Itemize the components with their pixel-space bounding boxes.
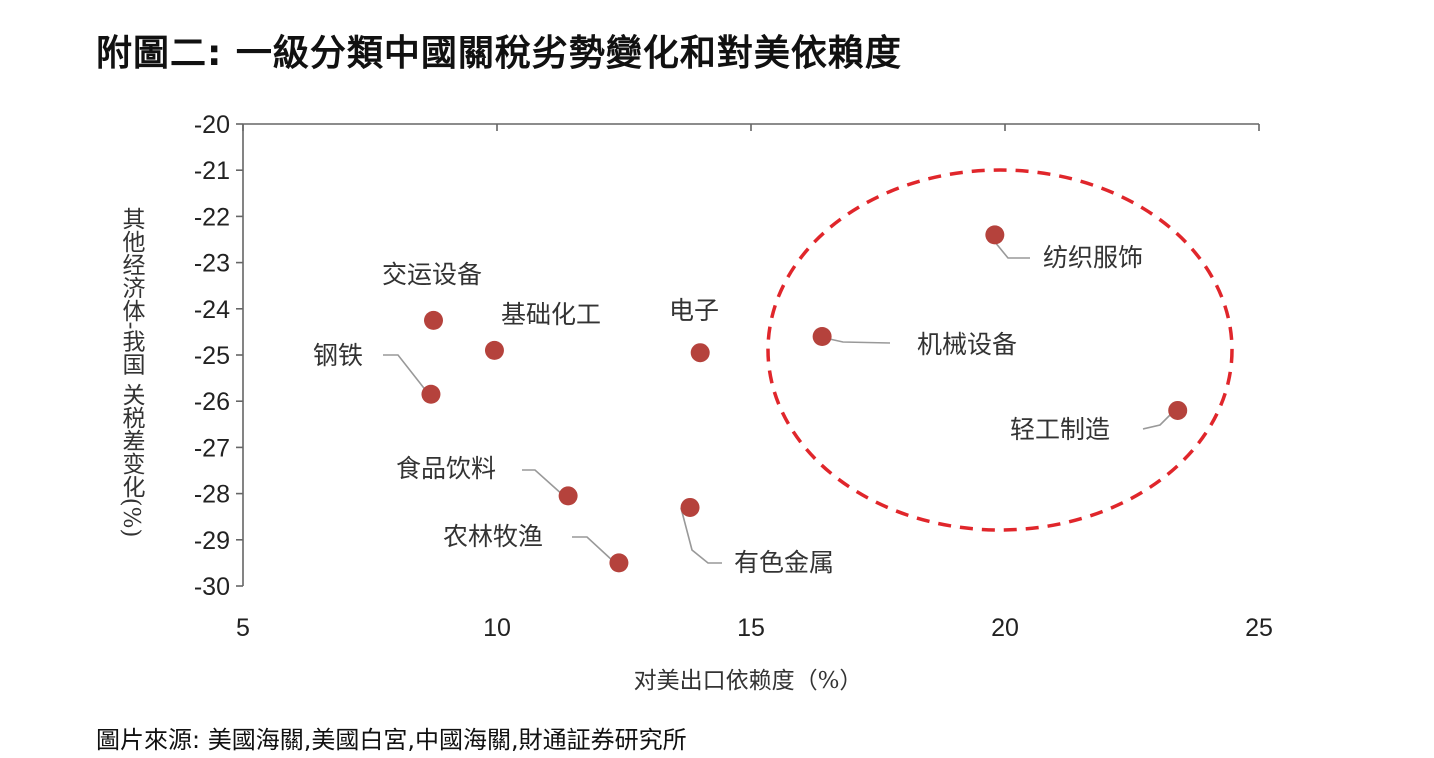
data-point	[812, 327, 832, 347]
data-point	[609, 553, 629, 573]
point-label: 机械设备	[917, 330, 1017, 359]
x-tick-label: 25	[1245, 614, 1273, 642]
tick-labels: -20 -21 -22 -23 -24 -25 -26 -27 -28 -29 -305 10 15 20…	[194, 111, 1273, 642]
x-tick-label: 15	[737, 614, 765, 642]
dashed-ellipse-annotation	[766, 168, 1234, 532]
y-tick-label: -30	[194, 573, 230, 601]
y-tick-label: -25	[194, 342, 230, 370]
y-tick-label: -29	[194, 527, 230, 555]
data-points	[421, 225, 1188, 573]
data-point	[985, 225, 1005, 245]
y-tick-label: -20	[194, 111, 230, 139]
leader-line	[522, 469, 565, 497]
x-axis-label: 对美出口依赖度（%）	[634, 668, 863, 694]
point-label: 农林牧渔	[443, 522, 543, 551]
data-point	[558, 486, 578, 506]
y-axis-label: 其他经济体-我国 关税差变化(%)	[118, 207, 146, 538]
leader-line	[680, 507, 722, 564]
source-note: 圖片來源: 美國海關,美國白宮,中國海關,財通証券研究所	[96, 726, 687, 754]
data-point	[484, 340, 504, 360]
y-tick-label: -26	[194, 388, 230, 416]
y-tick-label: -22	[194, 203, 230, 231]
point-label: 纺织服饰	[1043, 243, 1143, 272]
data-point	[424, 310, 443, 330]
chart-title: 附圖二: 一級分類中國關稅劣勢變化和對美依賴度	[96, 33, 902, 74]
point-label: 电子	[669, 296, 719, 325]
data-point	[1168, 400, 1188, 420]
point-label: 交运设备	[382, 260, 482, 289]
x-tick-label: 5	[236, 614, 250, 642]
point-label: 食品饮料	[396, 454, 496, 483]
x-tick-label: 10	[483, 614, 511, 642]
data-point	[690, 343, 710, 363]
point-label: 基础化工	[501, 300, 601, 329]
leader-lines	[383, 235, 1176, 564]
point-label: 轻工制造	[1010, 415, 1110, 444]
point-label: 钢铁	[313, 341, 363, 370]
data-point	[421, 384, 441, 404]
x-tick-label: 20	[991, 614, 1019, 642]
axes	[236, 123, 1260, 587]
leader-line	[572, 536, 614, 562]
y-tick-label: -24	[194, 296, 230, 324]
y-tick-label: -21	[194, 157, 230, 185]
point-label: 有色金属	[734, 548, 834, 577]
leader-line	[383, 354, 428, 393]
y-tick-label: -23	[194, 250, 230, 278]
data-point	[680, 497, 700, 517]
y-tick-label: -27	[194, 434, 230, 462]
y-tick-label: -28	[194, 481, 230, 509]
